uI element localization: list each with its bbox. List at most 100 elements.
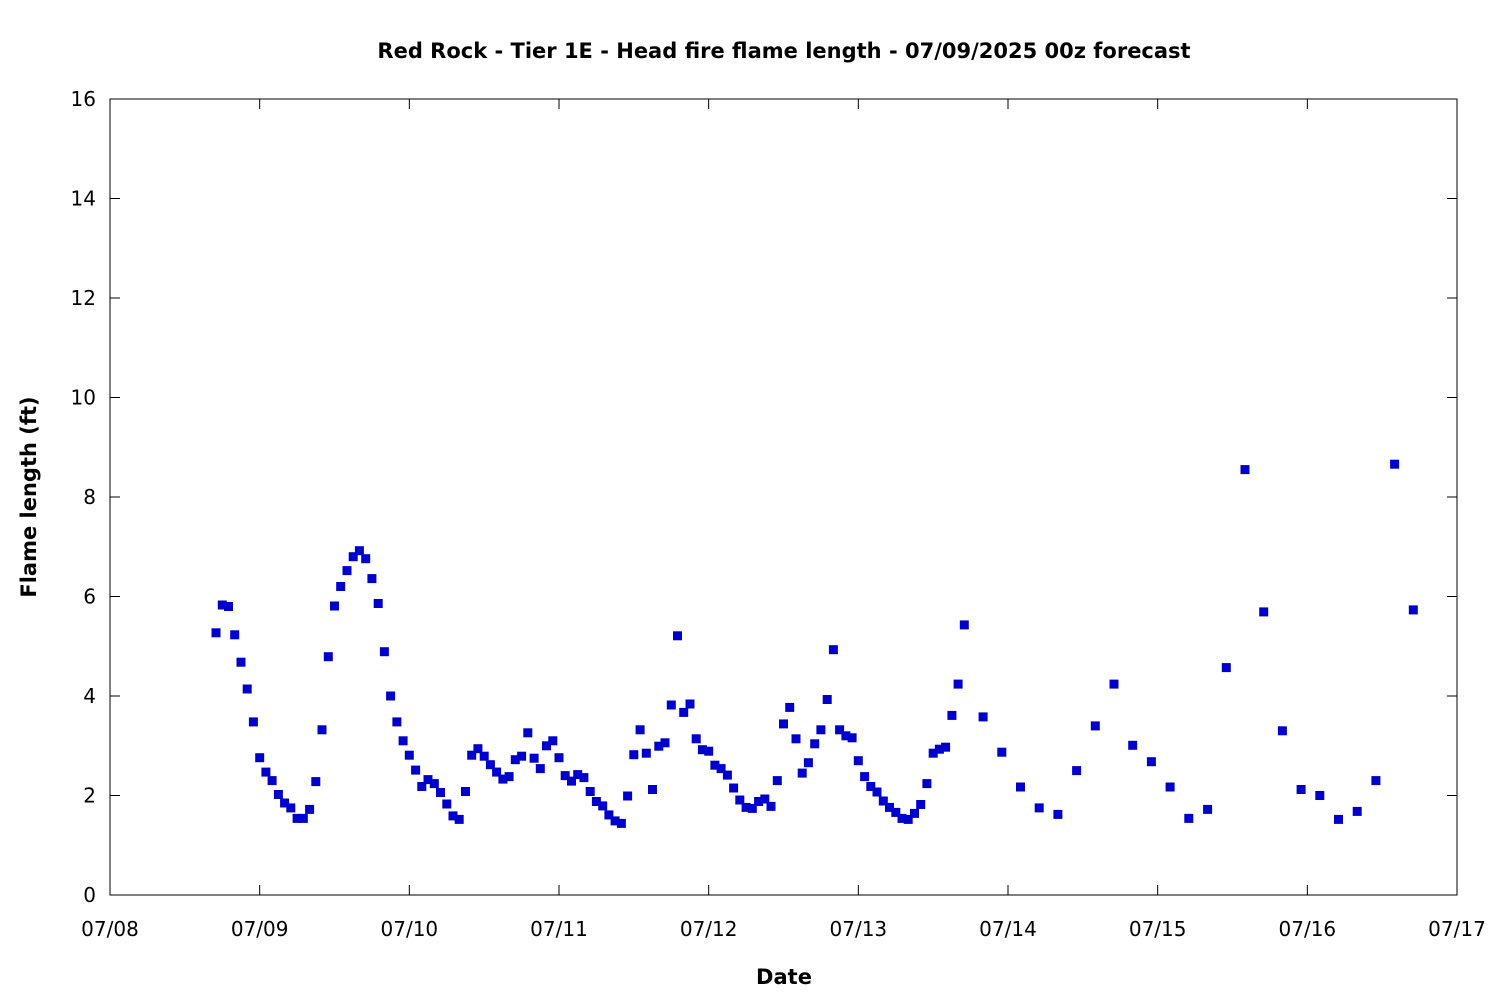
y-tick-label: 6 (83, 585, 96, 609)
data-point (336, 582, 346, 591)
data-point (791, 734, 801, 744)
data-point (323, 652, 333, 662)
data-point (1259, 607, 1269, 617)
data-point (467, 750, 477, 760)
data-point (398, 736, 408, 746)
data-point (716, 764, 726, 774)
data-point (754, 797, 764, 806)
data-point (1334, 814, 1343, 824)
data-point (959, 620, 969, 630)
data-point (379, 647, 389, 657)
data-point (610, 816, 620, 826)
x-tick-label: 07/08 (81, 917, 139, 941)
data-point (816, 725, 826, 735)
y-tick-label: 14 (71, 187, 96, 211)
data-point (934, 744, 944, 754)
y-tick-label: 8 (83, 485, 96, 509)
data-point (741, 802, 751, 812)
data-point (523, 728, 533, 738)
data-point (436, 788, 445, 797)
data-point (367, 574, 377, 584)
data-point (847, 733, 857, 743)
data-point (1296, 785, 1306, 794)
data-point (342, 566, 352, 576)
data-point (673, 631, 682, 641)
data-point (554, 753, 564, 763)
data-point (1184, 813, 1194, 823)
x-tick-label: 07/14 (979, 917, 1037, 941)
data-point (1352, 806, 1362, 816)
data-point (292, 813, 302, 823)
data-point (885, 802, 894, 812)
data-point (211, 628, 221, 638)
data-point (267, 776, 277, 786)
data-point (298, 813, 308, 823)
data-point (423, 775, 433, 785)
data-point (485, 760, 495, 770)
data-point (853, 756, 863, 766)
data-point (248, 717, 258, 727)
data-point (779, 719, 788, 729)
data-point (810, 739, 820, 749)
y-tick-label: 2 (83, 784, 96, 808)
data-point (897, 813, 907, 823)
data-point (1034, 803, 1044, 813)
data-point (947, 710, 957, 720)
data-point (1165, 782, 1175, 792)
data-point (442, 799, 452, 809)
data-point (498, 774, 508, 784)
y-tick-label: 16 (71, 87, 96, 111)
data-point (330, 601, 339, 611)
data-point (404, 750, 414, 760)
data-point (591, 797, 601, 806)
data-point (635, 725, 645, 735)
data-point (510, 755, 520, 765)
data-point (560, 771, 570, 781)
data-point (916, 800, 926, 809)
data-point (230, 630, 240, 640)
data-point (785, 702, 795, 712)
data-point (386, 691, 396, 701)
data-point (679, 707, 689, 717)
data-point (417, 782, 427, 791)
data-point (872, 787, 882, 797)
data-point (567, 776, 576, 786)
x-axis-label: Date (756, 965, 812, 989)
data-point (666, 700, 676, 710)
data-point (941, 742, 951, 752)
data-point (729, 783, 739, 793)
data-point (479, 751, 489, 761)
data-point (286, 803, 296, 813)
data-point (953, 679, 963, 689)
data-point (797, 768, 807, 778)
data-point (828, 645, 838, 655)
data-point (710, 760, 720, 770)
plot-frame (109, 98, 1458, 896)
data-point (392, 717, 402, 727)
data-point (654, 741, 664, 751)
data-point (616, 818, 626, 828)
x-tick-label: 07/10 (381, 917, 439, 941)
data-point (217, 600, 227, 610)
data-point (473, 744, 483, 754)
data-point (517, 751, 527, 761)
data-point (697, 745, 707, 755)
data-point (903, 814, 913, 824)
data-point (860, 772, 870, 782)
y-tick-label: 0 (83, 883, 96, 907)
x-axis-ticks: 07/08 07/09 07/10 07/11 07/12 07/13 07/14 07/15… (81, 99, 1486, 941)
y-axis-label: Flame length (ft) (17, 396, 41, 597)
data-point (1072, 766, 1082, 776)
data-point (978, 712, 988, 722)
data-point (348, 552, 358, 562)
data-point (280, 798, 290, 808)
data-point (236, 657, 246, 667)
data-point (1203, 804, 1213, 814)
data-point (373, 599, 383, 608)
data-point (891, 807, 901, 817)
data-point (685, 699, 695, 709)
data-point (305, 804, 315, 814)
data-point (841, 731, 851, 741)
data-point (535, 764, 545, 774)
data-point (1408, 605, 1418, 615)
